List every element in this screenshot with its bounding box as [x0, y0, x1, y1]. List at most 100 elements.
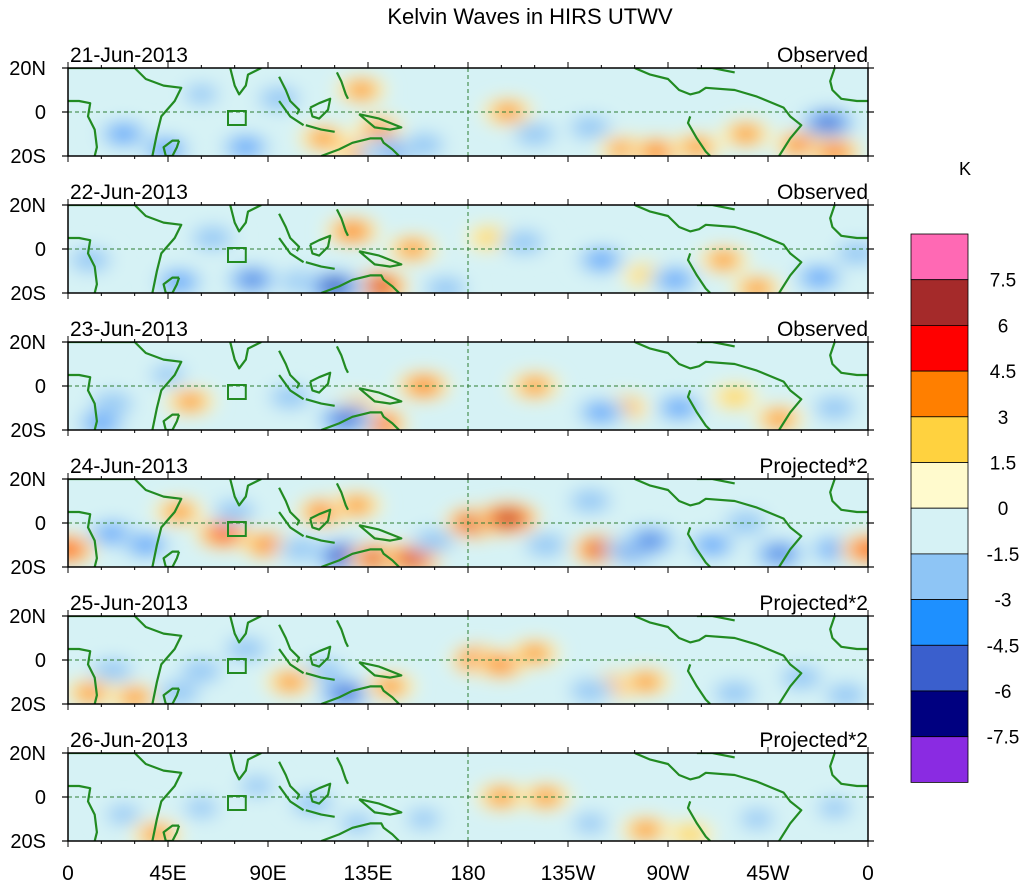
- region-box: [227, 247, 247, 263]
- anomaly-contour: [823, 145, 846, 156]
- anomaly-contour: [310, 131, 337, 146]
- anomaly-contour: [710, 253, 737, 267]
- colorbar-label: -1.5: [987, 545, 1020, 566]
- region-box: [227, 110, 247, 126]
- coastline: [829, 205, 868, 240]
- anomaly-contour: [573, 814, 607, 833]
- anomaly-contour: [167, 276, 191, 288]
- map-panel: 20N 0 20S 26-Jun-2013 Projected*2: [9, 729, 874, 853]
- anomaly-contour: [843, 246, 868, 261]
- coastline: [829, 753, 868, 788]
- coastline: [278, 785, 305, 812]
- latitude-label: 0: [35, 239, 46, 261]
- anomaly-contour: [510, 235, 537, 250]
- panel-date: 24-Jun-2013: [70, 455, 188, 478]
- panel-date: 23-Jun-2013: [70, 318, 188, 341]
- coastline: [162, 824, 181, 841]
- coastline: [309, 371, 332, 394]
- coastline: [696, 753, 735, 759]
- anomaly-contour: [576, 494, 604, 508]
- anomaly-contour: [532, 538, 560, 552]
- coastline: [162, 276, 181, 293]
- anomaly-contour: [188, 664, 215, 678]
- panel-type: Projected*2: [759, 592, 868, 615]
- anomaly-contour: [410, 138, 437, 152]
- map-panel: 20N 0 20S 25-Jun-2013 Projected*2: [9, 592, 874, 716]
- anomaly-contour: [832, 688, 860, 703]
- coastline: [320, 411, 400, 430]
- coastline: [278, 648, 305, 675]
- anomaly-contour: [265, 91, 293, 106]
- anomaly-contour: [818, 799, 852, 817]
- longitude-label: 135E: [343, 862, 392, 885]
- anomaly-contour: [590, 254, 613, 266]
- coastline: [68, 99, 99, 156]
- coastline: [696, 68, 735, 74]
- coastline: [68, 647, 99, 704]
- longitude-label: 90E: [249, 862, 286, 885]
- colorbar-label: 7.5: [990, 271, 1016, 292]
- anomaly-contour: [663, 274, 686, 286]
- anomaly-contour: [790, 139, 813, 151]
- latitude-label: 20S: [10, 557, 46, 579]
- coastline: [686, 801, 711, 841]
- colorbar-label: -3: [995, 591, 1012, 612]
- panel-type: Observed: [777, 181, 868, 204]
- coastline: [320, 822, 400, 841]
- coastline: [634, 616, 803, 704]
- anomaly-contour: [106, 805, 141, 824]
- anomaly-contour: [632, 823, 660, 837]
- coastline: [335, 482, 349, 511]
- latitude-label: 20S: [10, 283, 46, 305]
- coastline: [278, 761, 301, 800]
- coastline: [229, 753, 262, 781]
- latitude-label: 0: [35, 376, 46, 398]
- latitude-label: 20N: [9, 332, 46, 354]
- coastline: [278, 100, 305, 127]
- anomaly-contour: [765, 412, 793, 426]
- colorbar-swatch: [910, 736, 969, 783]
- coastline: [309, 508, 332, 531]
- colorbar: K 7.5 6 4.5 3 1.5 0 -1.5 -3 -4.5 -6 -7.5: [910, 159, 1020, 783]
- latitude-label: 20N: [9, 606, 46, 628]
- region-box: [227, 521, 247, 537]
- longitude-label: 90W: [646, 862, 689, 885]
- coastline: [696, 479, 735, 485]
- anomaly-contour: [673, 825, 707, 841]
- anomaly-contour: [701, 539, 724, 551]
- latitude-label: 20S: [10, 420, 46, 442]
- anomaly-contour: [521, 379, 548, 393]
- coastline: [634, 342, 803, 430]
- coastline: [229, 342, 262, 370]
- coastline: [305, 535, 335, 544]
- coastline: [162, 687, 181, 704]
- coastline: [229, 68, 262, 96]
- latitude-label: 20S: [10, 146, 46, 168]
- longitude-label: 180: [450, 862, 485, 885]
- coastline: [68, 68, 183, 156]
- anomaly-contour: [68, 544, 78, 555]
- coastline: [358, 798, 403, 816]
- anomaly-contour: [370, 281, 388, 291]
- anomaly-contour: [112, 128, 135, 140]
- anomaly-contour: [240, 777, 274, 795]
- coastline: [278, 76, 301, 115]
- anomaly-contour: [769, 548, 789, 559]
- coastline: [278, 487, 301, 526]
- anomaly-contour: [199, 231, 226, 245]
- coastline: [229, 205, 262, 233]
- colorbar-swatch: [910, 553, 969, 601]
- colorbar-label: -6: [995, 682, 1012, 703]
- colorbar-swatch: [910, 644, 969, 692]
- longitude-label: 45W: [746, 862, 789, 885]
- coastline: [68, 236, 99, 293]
- coastline: [696, 342, 735, 348]
- colorbar-swatch: [910, 279, 969, 326]
- latitude-label: 20S: [10, 831, 46, 853]
- coastline: [829, 68, 868, 103]
- longitude-label: 0: [62, 862, 74, 885]
- colorbar-swatch: [910, 599, 969, 646]
- coastline: [68, 616, 183, 704]
- anomaly-contour: [90, 417, 113, 430]
- coastline: [320, 685, 400, 704]
